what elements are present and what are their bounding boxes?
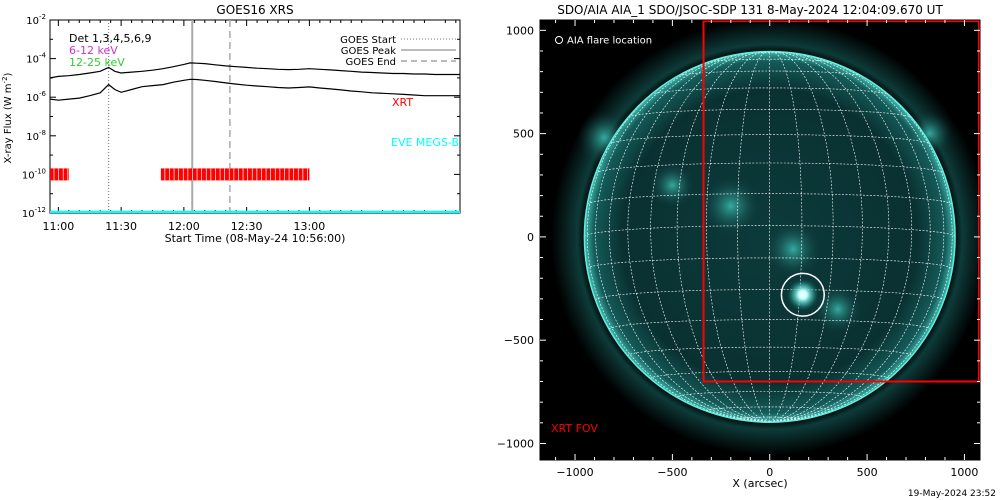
goes-event-markers [107,20,231,213]
rhessi-detector-labels: Det 1,3,4,5,6,9 6-12 keV 12-25 keV [69,32,152,69]
grid-meridian [705,51,770,423]
grid-parallel [650,87,889,95]
flare-brightening [785,277,820,312]
grid-parallel [676,391,863,398]
y-tick-label: 10-2 [26,13,46,27]
x-tick-label: 1000 [950,466,978,479]
goes-y-axis-title: X-ray Flux (W m-2) [1,72,14,163]
instrument-coverage [50,168,460,213]
legend-goes-start: GOES Start [340,35,396,46]
x-tick-label: 11:00 [43,220,75,233]
grid-parallel [707,58,833,63]
grid-parallel [584,225,956,238]
goes-flux-line [50,62,460,79]
goes-chart-title: GOES16 XRS [216,3,293,17]
x-tick-label: 500 [857,466,878,479]
goes-y-axis: 10-12 10-10 10-8 10-6 10-4 10-2 [22,13,460,220]
grid-parallel [608,319,931,330]
xrt-coverage-bar [160,168,310,181]
solar-limb [583,50,956,423]
grid-parallel [650,370,890,379]
grid-meridian [769,55,945,423]
x-tick-label: 12:00 [168,220,200,233]
y-tick-label: −1000 [497,437,534,450]
grid-parallel [628,109,912,118]
x-tick-label: 11:30 [105,220,137,233]
grid-parallel [705,406,834,412]
xrt-fov-box [702,20,980,383]
rhessi-energy-band-label: 12-25 keV [69,56,125,69]
goes-flux-series [50,62,460,101]
active-regions [576,110,953,335]
goes-legend: GOES Start GOES Peak GOES End [340,35,456,68]
grid-parallel [586,257,953,270]
grid-parallel [595,289,945,301]
flare-legend-label: AIA flare location [567,36,652,47]
aia-y-axis: −1000 −500 0 500 1000 [497,24,980,450]
active-region-glow [763,220,823,279]
x-tick-label: 0 [766,466,773,479]
xrt-coverage-bar [50,168,69,181]
grid-parallel [737,416,803,421]
active-region-glow [649,161,696,209]
aia-image-panel: SDO/AIA AIA_1 SDO/JSOC-SDP 131 8-May-202… [497,3,981,490]
grid-meridian [650,51,770,423]
aia-x-axis-title: X (arcsec) [732,477,787,490]
grid-meridian [769,52,931,423]
y-tick-label: 500 [513,128,534,141]
goes-x-axis: 11:00 11:30 12:00 12:30 13:00 [43,20,457,233]
y-tick-label: 10-12 [22,206,46,220]
rhessi-detectors-label: Det 1,3,4,5,6,9 [69,32,152,45]
y-tick-label: 10-6 [26,90,46,104]
grid-meridian [769,52,913,423]
aia-image-title: SDO/AIA AIA_1 SDO/JSOC-SDP 131 8-May-202… [557,3,943,17]
grid-meridian [595,55,770,423]
grid-parallel [595,162,944,174]
y-tick-label: 10-4 [26,52,46,66]
x-tick-label: −1000 [556,466,593,479]
goes-flux-line [50,78,460,101]
flare-legend-symbol [555,36,563,44]
eve-coverage-label: EVE MEGS-B [391,136,459,149]
footer-timestamp: 19-May-2024 23:52 [908,489,996,499]
rhessi-energy-band-label: 6-12 keV [69,44,118,57]
grid-meridian [769,51,890,423]
legend-goes-peak: GOES Peak [341,46,396,57]
active-region-glow [576,110,632,166]
grid-parallel [627,346,913,357]
flare-location-marker [780,272,825,317]
aia-plot-frame [539,19,981,461]
grid-parallel [677,70,862,77]
x-tick-label: 12:30 [231,220,263,233]
grid-meridian [737,51,770,423]
y-tick-label: 1000 [506,24,534,37]
goes-xrs-panel: GOES16 XRS 10-12 10-10 10-8 10-6 10-4 10-2 11… [1,3,461,245]
grid-meridian [627,52,770,423]
x-tick-label: 13:00 [294,220,326,233]
flare-legend: AIA flare location [555,36,652,47]
grid-meridian [608,52,770,423]
grid-parallel [609,134,931,145]
xrt-coverage-label: XRT [392,96,413,109]
grid-meridian [769,51,803,423]
y-tick-label: 10-10 [22,167,46,181]
active-region-glow [699,174,762,238]
y-tick-label: −500 [504,334,534,347]
goes-x-axis-title: Start Time (08-May-24 10:56:00) [165,232,346,245]
active-region-glow [812,283,864,335]
aia-x-axis: −1000 −500 0 500 1000 [555,20,978,479]
x-tick-label: −500 [657,466,687,479]
y-tick-label: 0 [527,231,534,244]
grid-parallel [587,193,953,205]
xrt-fov-label: XRT FOV [551,422,598,435]
active-region-glow [906,110,953,157]
grid-meridian [769,51,834,423]
y-tick-label: 10-8 [26,129,46,143]
legend-goes-end: GOES End [346,57,396,68]
